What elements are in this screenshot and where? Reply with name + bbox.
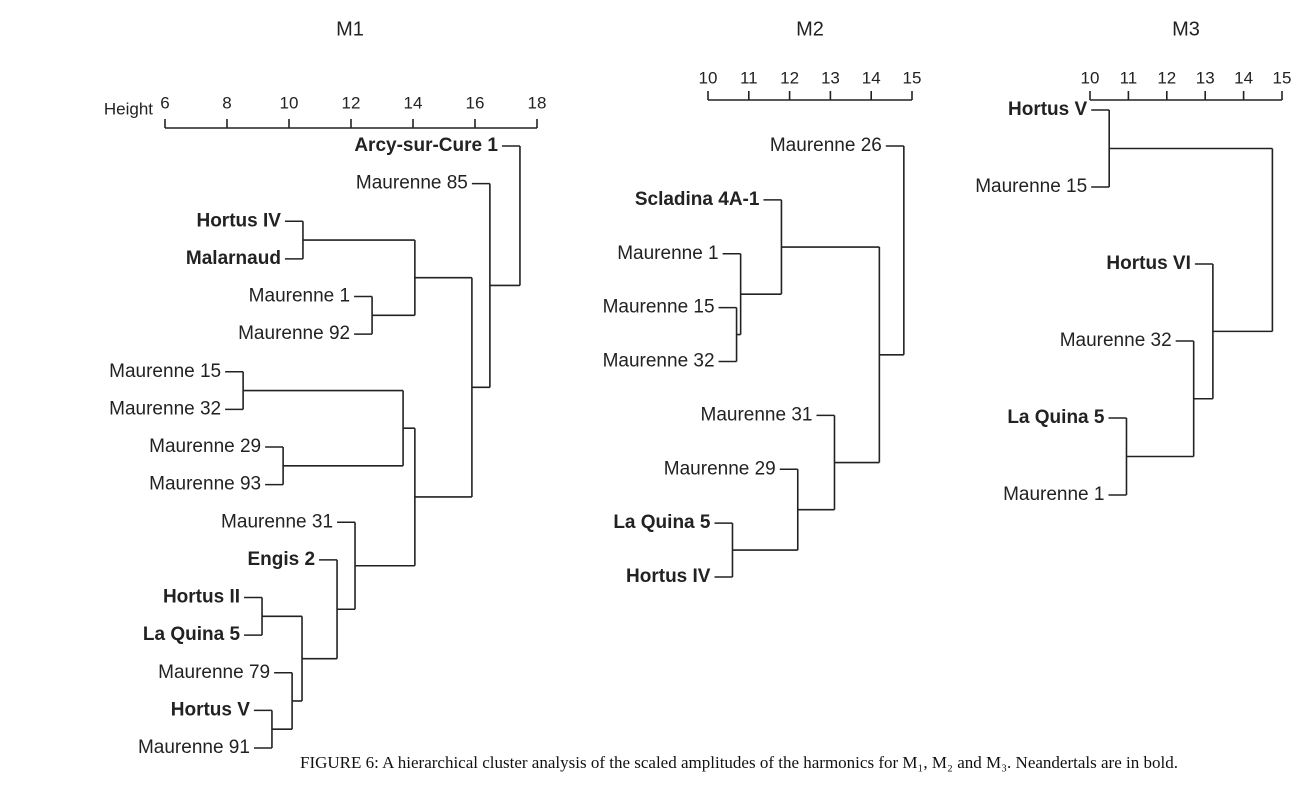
x-tick-label: 11: [740, 68, 758, 87]
axis-label: Height: [104, 99, 153, 118]
x-tick-label: 13: [1196, 68, 1215, 87]
leaf-label: Maurenne 15: [603, 297, 715, 318]
chart-title: M2: [796, 18, 824, 40]
leaf-label: Scladina 4A-1: [635, 189, 760, 210]
chart-title: M1: [336, 18, 364, 40]
leaf-label: Hortus V: [1008, 99, 1088, 120]
x-tick-label: 14: [1234, 68, 1253, 87]
x-tick-label: 14: [404, 93, 423, 112]
leaf-label: Maurenne 15: [975, 176, 1087, 197]
x-tick-label: 10: [280, 93, 299, 112]
leaf-label: La Quina 5: [613, 512, 711, 533]
leaf-label: Malarnaud: [186, 248, 281, 269]
leaf-label: La Quina 5: [143, 624, 241, 645]
leaf-label: Maurenne 32: [603, 351, 715, 372]
leaf-label: Hortus VI: [1106, 253, 1190, 274]
x-tick-label: 15: [903, 68, 922, 87]
x-tick-label: 13: [821, 68, 840, 87]
x-tick-label: 10: [699, 68, 718, 87]
chart-title: M3: [1172, 18, 1200, 40]
leaf-label: Maurenne 32: [109, 398, 221, 419]
x-tick-label: 12: [1157, 68, 1176, 87]
leaf-label: Maurenne 29: [664, 458, 776, 479]
leaf-label: Maurenne 85: [356, 173, 468, 194]
x-tick-label: 18: [528, 93, 547, 112]
leaf-label: Maurenne 93: [149, 474, 261, 495]
leaf-label: Hortus V: [171, 699, 251, 720]
leaf-label: Maurenne 79: [158, 662, 270, 683]
x-tick-label: 11: [1120, 68, 1138, 87]
leaf-label: La Quina 5: [1007, 407, 1105, 428]
leaf-label: Maurenne 15: [109, 361, 221, 382]
leaf-label: Maurenne 1: [617, 243, 718, 264]
x-tick-label: 8: [222, 93, 231, 112]
leaf-label: Arcy-sur-Cure 1: [354, 135, 498, 156]
leaf-label: Maurenne 1: [249, 286, 350, 307]
leaf-label: Maurenne 1: [1003, 484, 1104, 505]
caption: FIGURE 6: A hierarchical cluster analysi…: [300, 753, 1178, 772]
leaf-label: Hortus IV: [196, 210, 281, 231]
leaf-label: Maurenne 31: [701, 404, 813, 425]
leaf-label: Maurenne 91: [138, 737, 250, 758]
x-tick-label: 15: [1273, 68, 1292, 87]
x-tick-label: 16: [466, 93, 485, 112]
x-tick-label: 6: [160, 93, 169, 112]
x-tick-label: 10: [1081, 68, 1100, 87]
leaf-label: Maurenne 32: [1060, 330, 1172, 351]
leaf-label: Maurenne 29: [149, 436, 261, 457]
leaf-label: Hortus II: [163, 587, 240, 608]
x-tick-label: 14: [862, 68, 881, 87]
leaf-label: Hortus IV: [626, 566, 711, 587]
leaf-label: Maurenne 92: [238, 323, 350, 344]
leaf-label: Engis 2: [247, 549, 315, 570]
x-tick-label: 12: [780, 68, 799, 87]
x-tick-label: 12: [342, 93, 361, 112]
leaf-label: Maurenne 31: [221, 511, 333, 532]
leaf-label: Maurenne 26: [770, 135, 882, 156]
